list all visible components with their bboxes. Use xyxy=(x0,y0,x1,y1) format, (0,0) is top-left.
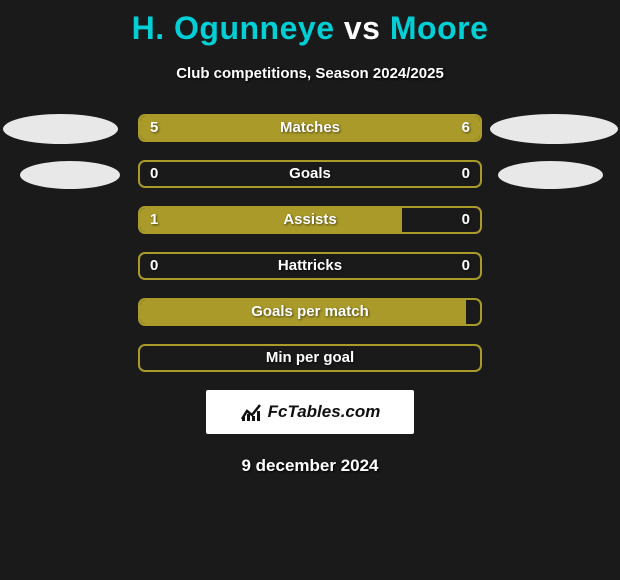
stat-label: Assists xyxy=(140,208,480,232)
vs-separator: vs xyxy=(344,10,381,46)
subtitle: Club competitions, Season 2024/2025 xyxy=(0,65,620,82)
stat-label: Min per goal xyxy=(140,346,480,370)
stat-row: 10Assists xyxy=(138,206,482,234)
stat-label: Goals xyxy=(140,162,480,186)
stat-label: Matches xyxy=(140,116,480,140)
comparison-title: H. Ogunneye vs Moore xyxy=(0,0,620,47)
stat-label: Goals per match xyxy=(140,300,480,324)
watermark-badge: FcTables.com xyxy=(206,390,414,434)
snapshot-date: 9 december 2024 xyxy=(0,456,620,476)
decorative-oval xyxy=(490,114,618,144)
fctables-icon xyxy=(240,401,262,423)
player1-name: H. Ogunneye xyxy=(132,10,335,46)
stat-row: 56Matches xyxy=(138,114,482,142)
stat-row: 00Goals xyxy=(138,160,482,188)
watermark-text: FcTables.com xyxy=(268,402,381,422)
decorative-oval xyxy=(3,114,118,144)
decorative-oval xyxy=(498,161,603,189)
stat-row: Min per goal xyxy=(138,344,482,372)
decorative-oval xyxy=(20,161,120,189)
player2-name: Moore xyxy=(390,10,489,46)
comparison-chart: 56Matches 00Goals 10Assists 00Hattricks Goal… xyxy=(0,114,620,372)
stat-row: 00Hattricks xyxy=(138,252,482,280)
stat-label: Hattricks xyxy=(140,254,480,278)
stat-row: Goals per match xyxy=(138,298,482,326)
